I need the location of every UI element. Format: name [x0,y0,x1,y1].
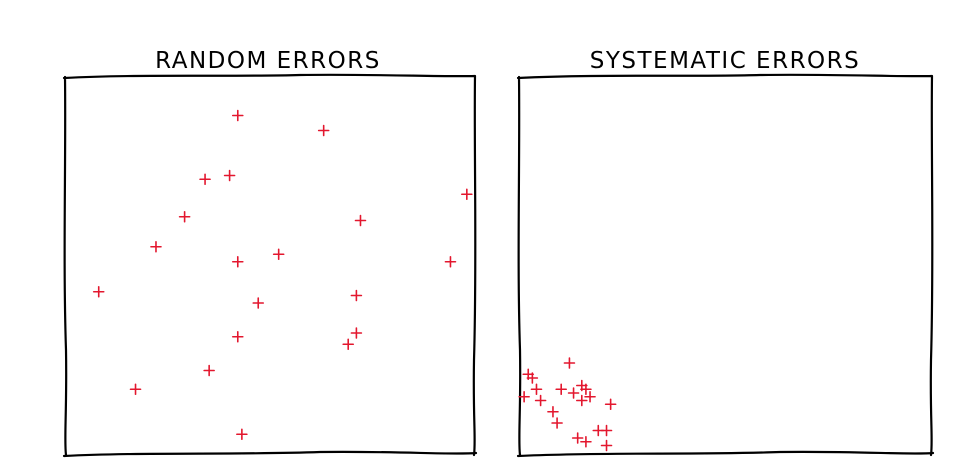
scatter-point-random-17 [203,364,215,377]
scatter-point-systematic-18 [600,439,613,452]
scatter-point-random-9 [231,255,244,268]
plot-frame-random [62,73,478,458]
scatter-point-random-14 [350,327,363,339]
scatter-point-systematic-11 [604,398,617,411]
scatter-point-systematic-19 [518,390,530,403]
scatter-point-random-16 [342,338,355,351]
scatter-point-random-19 [236,428,248,441]
scatter-point-random-10 [444,255,457,268]
scatter-point-systematic-17 [580,435,592,448]
scatter-point-random-2 [199,173,211,186]
scatter-point-systematic-9 [575,394,588,407]
chart-title-systematic: SYSTEMATIC ERRORS [590,48,861,74]
scatter-point-systematic-10 [584,390,596,403]
scatter-point-systematic-8 [534,394,547,407]
scatter-point-random-0 [231,109,244,122]
scatter-point-random-18 [129,383,142,396]
scatter-point-systematic-7 [567,387,580,399]
scatter-point-random-3 [223,169,236,182]
scatter-point-systematic-13 [551,417,563,429]
plot-frame-systematic [516,73,935,458]
panel-random-errors: RANDOM ERRORS [62,48,478,458]
scatter-point-systematic-15 [600,424,613,437]
scatter-point-systematic-0 [563,357,576,369]
scatter-point-systematic-3 [530,383,543,396]
scatter-point-random-11 [92,285,105,298]
points-random [92,109,473,441]
scatter-point-systematic-4 [555,383,568,396]
scatter-point-random-6 [354,214,367,227]
scatter-point-systematic-6 [580,383,592,396]
chart-title-random: RANDOM ERRORS [155,48,381,74]
scatter-point-random-13 [252,297,265,309]
scatter-point-random-15 [231,330,244,343]
scatter-point-random-5 [178,210,191,223]
scatter-point-systematic-12 [547,405,559,418]
panel-systematic-errors: SYSTEMATIC ERRORS [516,48,935,458]
scatter-point-systematic-16 [571,432,584,444]
scatter-point-random-12 [350,289,363,302]
points-systematic [518,357,617,452]
scatter-point-random-8 [272,248,285,261]
scatter-point-random-1 [317,124,330,137]
scatter-point-random-4 [461,188,473,201]
scatter-point-random-7 [150,240,162,253]
scatter-point-systematic-2 [526,372,539,384]
